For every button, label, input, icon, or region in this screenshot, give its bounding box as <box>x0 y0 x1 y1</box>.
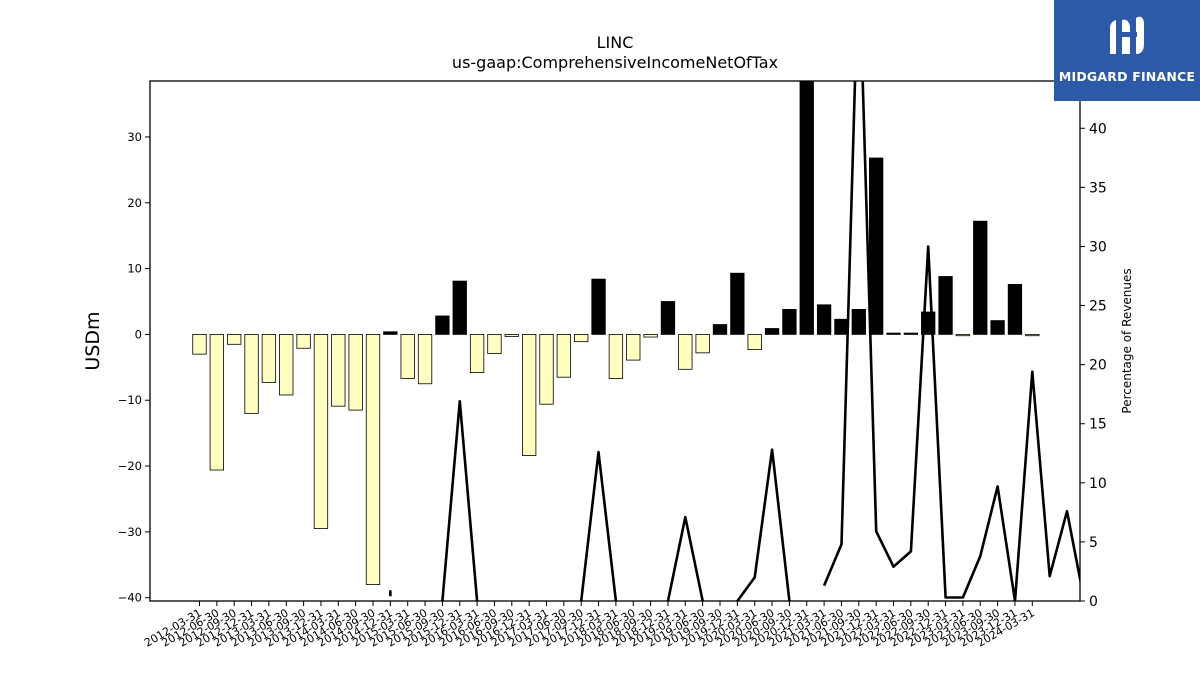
y-tick-label: −20 <box>118 459 142 473</box>
bar-2015-06-30 <box>417 334 433 385</box>
bar-2013-09-30 <box>296 334 311 349</box>
plot-frame <box>149 80 1081 602</box>
bar-2019-12-31 <box>730 272 745 335</box>
bar-2020-09-30 <box>782 309 797 335</box>
bar-2018-12-31 <box>660 301 676 335</box>
bar-2021-06-30 <box>834 318 849 335</box>
y-tick-label: −30 <box>118 525 142 539</box>
y-tick-label: −10 <box>118 393 142 407</box>
bar-2023-03-31 <box>955 334 971 337</box>
bar-2016-03-31 <box>469 334 485 373</box>
bar-2020-06-30 <box>764 328 780 335</box>
line-segment-4 <box>736 448 791 601</box>
bar-2018-06-30 <box>626 334 641 361</box>
y2-tick-label: 30 <box>1089 239 1107 255</box>
y-tick-label: −40 <box>118 591 142 605</box>
y2-tick-label: 10 <box>1089 476 1107 492</box>
bar-2016-12-31 <box>522 334 537 456</box>
line-segment-2 <box>579 450 618 601</box>
bar-2016-06-30 <box>487 334 502 354</box>
bar-2022-03-31 <box>886 332 901 335</box>
y2-tick-label: 5 <box>1089 535 1098 551</box>
bar-2017-09-30 <box>574 334 589 343</box>
bar-2019-09-30 <box>712 324 728 335</box>
bar-2014-03-31 <box>331 334 346 407</box>
bar-2022-06-30 <box>903 332 918 335</box>
y-tick-label: 0 <box>135 327 142 341</box>
y-axis-label: USDm <box>82 311 104 370</box>
bar-2017-06-30 <box>556 334 571 378</box>
line-segment-3 <box>666 515 704 601</box>
y2-tick-label: 20 <box>1089 358 1107 374</box>
line-segment-1 <box>441 400 479 601</box>
y2-tick-label: 0 <box>1089 594 1098 610</box>
bar-2017-12-31 <box>591 278 606 335</box>
bar-2024-03-31 <box>1025 334 1040 337</box>
y2-tick-label: 35 <box>1089 180 1107 196</box>
bar-2014-09-30 <box>365 334 381 585</box>
line-segment-5 <box>822 81 1080 601</box>
bar-2012-09-30 <box>227 334 242 345</box>
brand-logo: MIDGARD FINANCE <box>1054 0 1200 101</box>
bar-2014-12-31 <box>383 331 398 335</box>
y-tick-label: 10 <box>127 262 142 276</box>
line-series <box>389 81 1080 601</box>
bar-2018-03-31 <box>608 334 624 379</box>
bar-series <box>192 80 1040 585</box>
y2-tick-label: 15 <box>1089 417 1107 433</box>
y2-tick-label: 40 <box>1089 121 1107 137</box>
x-axis: 2012-03-312012-06-302012-09-302012-12-31… <box>142 601 1037 650</box>
bar-2016-09-30 <box>504 334 519 337</box>
midgard-m-logo-icon <box>1110 16 1144 55</box>
bar-2023-09-30 <box>990 320 1005 335</box>
bar-2020-03-31 <box>747 334 762 350</box>
bar-2021-12-31 <box>869 157 884 335</box>
bar-2017-03-31 <box>539 334 554 405</box>
bar-2015-03-31 <box>400 334 415 379</box>
y-tick-label: 20 <box>127 196 142 210</box>
y2-axis-label: Percentage of Revenues <box>1120 268 1134 413</box>
bar-2021-03-31 <box>816 304 832 335</box>
chart-subtitle: us-gaap:ComprehensiveIncomeNetOfTax <box>452 53 778 72</box>
chart-title: LINC <box>597 33 634 52</box>
bar-2015-09-30 <box>435 315 450 335</box>
bar-2013-12-31 <box>313 334 329 529</box>
bar-2023-06-30 <box>973 220 988 335</box>
bar-2020-12-31 <box>799 80 814 335</box>
bar-2022-12-31 <box>938 276 953 335</box>
bar-2021-09-30 <box>851 309 866 335</box>
y-tick-label: 30 <box>127 130 142 144</box>
bar-2012-06-30 <box>209 334 225 471</box>
bar-2012-03-31 <box>192 334 207 355</box>
y2-tick-label: 25 <box>1089 299 1107 315</box>
y-axis: −40 −30 −20 −10 0 10 20 30 <box>118 130 150 605</box>
bar-2013-03-31 <box>261 334 277 383</box>
brand-name: MIDGARD FINANCE <box>1058 69 1196 84</box>
bar-2018-09-30 <box>643 334 658 338</box>
y2-axis: 0 5 10 15 20 25 30 35 40 <box>1080 121 1107 610</box>
bar-2019-03-31 <box>678 334 693 370</box>
bar-2014-06-30 <box>348 334 363 411</box>
bar-2019-06-30 <box>695 334 710 354</box>
bar-2013-06-30 <box>279 334 294 396</box>
bar-2012-12-31 <box>244 334 259 414</box>
bar-2023-12-31 <box>1007 283 1023 335</box>
bar-2015-12-31 <box>452 280 467 335</box>
